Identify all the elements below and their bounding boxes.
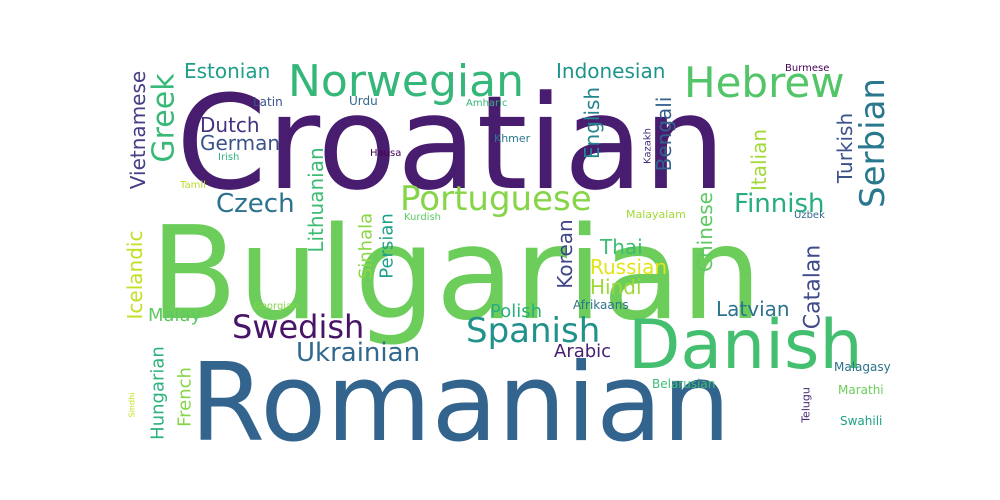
word-portuguese: Portuguese (400, 179, 592, 219)
word-urdu: Urdu (349, 94, 378, 108)
word-marathi: Marathi (838, 383, 884, 397)
word-catalan: Catalan (801, 245, 826, 330)
word-georgian: Georgian (253, 301, 299, 312)
word-danish: Danish (628, 306, 863, 385)
word-hausa: Hausa (370, 148, 401, 159)
word-bulgarian: Bulgarian (150, 200, 762, 349)
word-sinhala: Sinhala (356, 213, 377, 279)
word-norwegian: Norwegian (288, 56, 524, 107)
word-malay: Malay (148, 305, 202, 326)
word-ukrainian: Ukrainian (296, 338, 420, 368)
word-icelandic: Icelandic (123, 231, 147, 320)
word-estonian: Estonian (184, 59, 270, 83)
word-bengali: Bengali (652, 97, 676, 172)
word-khmer: Khmer (494, 132, 531, 145)
word-arabic: Arabic (554, 341, 611, 362)
word-telugu: Telugu (800, 387, 813, 424)
word-latvian: Latvian (716, 297, 790, 321)
word-swahili: Swahili (840, 414, 882, 428)
word-sindhi: Sindhi (128, 393, 137, 418)
word-uzbek: Uzbek (794, 210, 825, 221)
word-italian: Italian (747, 129, 771, 191)
word-malagasy: Malagasy (834, 360, 891, 374)
word-hungarian: Hungarian (148, 346, 169, 440)
word-spanish: Spanish (466, 311, 600, 351)
word-chinese: Chinese (693, 192, 717, 272)
word-romanian: Romanian (190, 341, 731, 466)
word-kazakh: Kazakh (643, 128, 654, 164)
word-serbian: Serbian (853, 78, 893, 208)
word-german: German (200, 131, 280, 155)
word-tamil: Tamil (179, 180, 206, 191)
word-dutch: Dutch (200, 113, 260, 137)
word-vietnamese: Vietnamese (126, 71, 150, 189)
word-lithuanian: Lithuanian (304, 147, 328, 252)
word-english: English (580, 87, 604, 159)
word-indonesian: Indonesian (556, 59, 665, 83)
word-russian: Russian (590, 255, 667, 279)
word-korean: Korean (553, 219, 577, 288)
word-swedish: Swedish (232, 308, 364, 346)
word-kurdish: Kurdish (404, 212, 441, 223)
word-hebrew: Hebrew (684, 58, 845, 107)
word-irish: Irish (218, 152, 239, 163)
word-afrikaans: Afrikaans (573, 298, 629, 312)
word-croatian: Croatian (176, 67, 726, 219)
word-turkish: Turkish (833, 113, 857, 184)
word-finnish: Finnish (734, 189, 825, 219)
word-burmese: Burmese (785, 63, 829, 74)
word-latin: Latin (253, 95, 283, 109)
word-malayalam: Malayalam (626, 208, 686, 221)
word-thai: Thai (599, 235, 643, 259)
word-french: French (175, 367, 196, 427)
word-czech: Czech (216, 189, 295, 219)
word-polish: Polish (490, 301, 542, 322)
word-persian: Persian (377, 213, 398, 279)
word-belarusian: Belarusian (652, 377, 715, 391)
word-greek: Greek (147, 73, 182, 163)
word-amharic: Amharic (466, 98, 507, 109)
word-hindi: Hindi (590, 275, 642, 299)
